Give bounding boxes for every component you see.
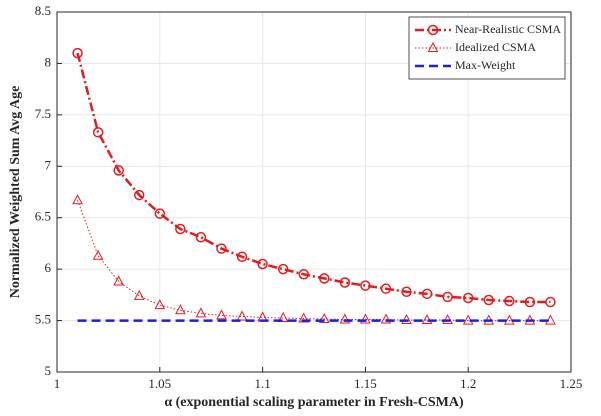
x-tick-label: 1.15 [354,376,377,391]
plot-frame [56,11,572,373]
y-tick-label: 6.5 [35,209,51,224]
marker [360,313,371,324]
marker [298,312,310,323]
marker [462,292,474,304]
marker [339,277,351,288]
marker [133,189,145,201]
marker [216,243,227,254]
marker [195,232,207,243]
marker [524,296,536,308]
marker [72,194,83,205]
y-tick-label: 5.5 [35,312,51,327]
marker [421,288,433,300]
marker [483,294,495,306]
marker [92,249,104,260]
marker [113,275,125,286]
marker [277,311,289,322]
x-axis-label: α (exponential scaling parameter in Fres… [164,395,464,410]
marker [236,310,248,321]
y-tick-label: 7.5 [35,106,51,121]
x-tick-label: 1 [54,376,61,391]
x-tick-label: 1.1 [254,376,270,391]
marker [154,299,166,310]
y-tick-label: 8.5 [35,3,51,18]
marker [195,307,207,318]
marker [421,313,433,325]
marker [154,208,166,219]
y-axis-label: Normalized Weighted Sum Avg Age [8,86,23,299]
marker [442,291,453,303]
y-tick-label: 6 [45,260,52,275]
legend-box [408,16,566,80]
marker [257,258,268,270]
marker [72,47,83,59]
marker [401,286,412,298]
marker [427,24,439,36]
marker [113,165,124,176]
marker [277,263,289,275]
x-tick-label: 1.05 [148,376,171,391]
marker [175,223,186,235]
y-tick-label: 5 [45,363,52,378]
y-tick-label: 7 [45,157,52,172]
marker [380,283,392,294]
marker [216,309,227,320]
marker [298,269,309,280]
marker [339,313,351,324]
marker [545,296,556,308]
marker [380,313,392,324]
marker [504,295,515,307]
marker [319,273,330,284]
marker [360,280,371,291]
marker [427,41,439,52]
legend-label: Idealized CSMA [455,40,536,54]
marker [401,313,412,325]
marker [133,289,145,300]
legend-label: Max-Weight [455,58,516,72]
marker [318,312,330,324]
legend-label: Near-Realistic CSMA [455,22,561,36]
marker [92,127,104,138]
marker [175,304,186,315]
x-tick-label: 1.25 [560,376,583,391]
marker [442,313,453,325]
x-tick-label: 1.2 [460,376,476,391]
series-line [76,52,551,304]
marker [236,251,248,263]
legend: Near-Realistic CSMA Idealized CSMA Max-Wei… [408,16,566,80]
y-tick-label: 8 [45,54,52,69]
